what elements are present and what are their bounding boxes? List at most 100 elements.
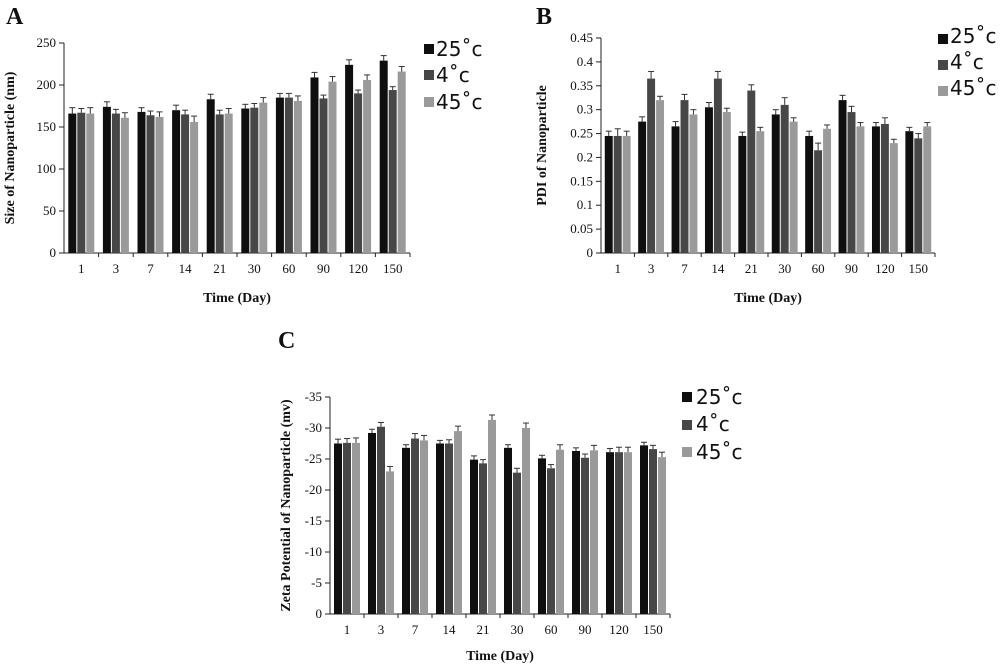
bar bbox=[624, 452, 632, 614]
bar bbox=[386, 471, 394, 614]
x-tick-label: 30 bbox=[511, 622, 524, 637]
bar bbox=[172, 110, 181, 253]
y-tick-label: 250 bbox=[37, 35, 57, 50]
bar bbox=[547, 468, 555, 614]
y-tick-label: -25 bbox=[305, 451, 322, 466]
bar bbox=[738, 135, 747, 253]
bar bbox=[722, 112, 731, 253]
bar bbox=[190, 121, 199, 254]
legend-swatch-4c bbox=[938, 60, 948, 70]
legend-swatch-45c bbox=[682, 447, 692, 457]
y-axis-label: Zeta Potential of Nanoparticle (mv) bbox=[279, 399, 294, 612]
y-tick-label: 0 bbox=[316, 606, 323, 621]
bar bbox=[470, 459, 478, 614]
legend-swatch-25c bbox=[424, 44, 434, 54]
bar bbox=[411, 438, 419, 614]
bar bbox=[658, 457, 666, 614]
bar bbox=[354, 93, 363, 254]
bar bbox=[155, 116, 164, 253]
legend-label-4c: 4˚c bbox=[950, 50, 984, 74]
bar bbox=[420, 440, 428, 614]
bar bbox=[328, 81, 337, 253]
bar bbox=[343, 442, 351, 614]
y-axis-label: Size of Nanoparticle (nm) bbox=[3, 71, 18, 224]
legend-label-25c: 25˚c bbox=[436, 37, 482, 61]
x-tick-label: 30 bbox=[248, 261, 261, 276]
x-tick-label: 30 bbox=[778, 261, 791, 276]
legend-label-25c: 25˚c bbox=[696, 385, 742, 409]
bar bbox=[284, 97, 293, 253]
chart-pdi: 0 0.05 0.1 0.15 0.2 0.25 0.3 0.35 0.4 0.45 1 3 7 14 21… bbox=[535, 30, 936, 306]
bar bbox=[77, 112, 86, 253]
legend-swatch-25c bbox=[938, 34, 948, 44]
bar bbox=[671, 126, 680, 253]
legend-label-45c: 45˚c bbox=[696, 440, 742, 464]
x-tick-label: 60 bbox=[812, 261, 825, 276]
x-tick-label: 21 bbox=[477, 622, 490, 637]
bar bbox=[880, 124, 889, 253]
bar bbox=[522, 428, 530, 614]
legend-label-25c: 25˚c bbox=[950, 24, 996, 48]
bar bbox=[397, 71, 406, 253]
bar bbox=[914, 138, 923, 253]
x-tick-label: 14 bbox=[179, 261, 193, 276]
legend-swatch-45c bbox=[424, 97, 434, 107]
y-tick-label: 0.25 bbox=[570, 126, 593, 141]
y-tick-label: 0.2 bbox=[577, 149, 593, 164]
x-tick-label: 1 bbox=[344, 622, 351, 637]
bar bbox=[68, 113, 77, 253]
bar bbox=[656, 100, 665, 253]
bar bbox=[120, 117, 129, 253]
y-tick-label: 0 bbox=[587, 245, 594, 260]
x-tick-label: 7 bbox=[412, 622, 419, 637]
x-tick-label: 150 bbox=[643, 622, 663, 637]
bar bbox=[638, 121, 647, 253]
x-tick-label: 120 bbox=[609, 622, 629, 637]
bar bbox=[581, 457, 589, 614]
legend-label-45c: 45˚c bbox=[950, 76, 996, 100]
bar bbox=[445, 443, 453, 614]
y-tick-label: 0.05 bbox=[570, 221, 593, 236]
bar bbox=[454, 431, 462, 614]
y-tick-label: 0.4 bbox=[577, 54, 594, 69]
bar bbox=[479, 463, 487, 614]
bar bbox=[488, 419, 496, 614]
x-tick-label: 3 bbox=[113, 261, 120, 276]
chart-zeta: 0 -5 -10 -15 -20 -25 -30 -35 1 3 7 14 21 30 60 90 120 150… bbox=[279, 389, 671, 664]
legend-c: 25˚c 4˚c 45˚c bbox=[682, 385, 742, 464]
bar bbox=[181, 114, 190, 254]
bar bbox=[590, 450, 598, 614]
bar bbox=[379, 60, 388, 253]
y-tick-label: -20 bbox=[305, 482, 322, 497]
x-tick-label: 1 bbox=[78, 261, 85, 276]
legend-a: 25˚c 4˚c 45˚c bbox=[424, 37, 482, 114]
legend-swatch-4c bbox=[682, 420, 692, 430]
bar bbox=[640, 445, 648, 614]
chart-size: 0 50 100 150 200 250 1 3 7 14 21 30 60 90 120 150 Time (… bbox=[3, 35, 411, 306]
bar bbox=[756, 131, 765, 253]
x-tick-label: 120 bbox=[875, 261, 895, 276]
panel-letter-b: B bbox=[536, 4, 552, 30]
bar bbox=[771, 114, 780, 253]
legend-b: 25˚c 4˚c 45˚c bbox=[938, 24, 996, 100]
bar bbox=[871, 126, 880, 253]
bar bbox=[814, 150, 823, 253]
x-tick-label: 3 bbox=[378, 622, 385, 637]
x-tick-label: 90 bbox=[845, 261, 858, 276]
bar bbox=[704, 107, 713, 254]
y-tick-label: -10 bbox=[305, 544, 322, 559]
bar bbox=[613, 135, 622, 253]
x-tick-label: 7 bbox=[681, 261, 688, 276]
x-tick-label: 21 bbox=[745, 261, 758, 276]
bar bbox=[293, 100, 302, 254]
bar bbox=[86, 113, 95, 253]
bar bbox=[250, 107, 259, 254]
bar bbox=[649, 449, 657, 614]
y-tick-label: 200 bbox=[37, 77, 57, 92]
bar bbox=[572, 450, 580, 614]
x-tick-label: 60 bbox=[282, 261, 295, 276]
bar bbox=[847, 112, 856, 253]
x-tick-label: 3 bbox=[648, 261, 655, 276]
y-tick-label: 0.3 bbox=[577, 102, 593, 117]
